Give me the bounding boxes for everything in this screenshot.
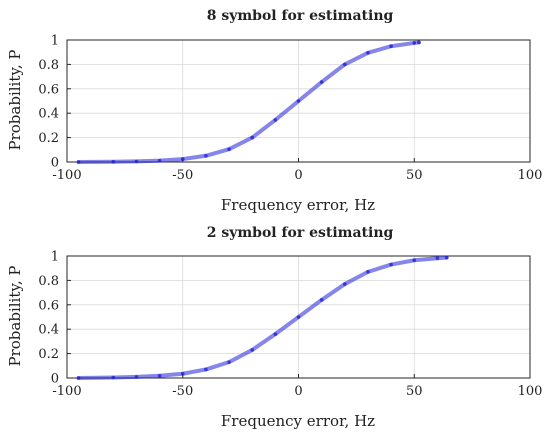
data-point: [157, 374, 162, 378]
data-point: [412, 41, 417, 45]
y-tick-label: 1: [51, 250, 59, 265]
x-axis-label: Frequency error, Hz: [221, 412, 375, 430]
data-point: [227, 360, 231, 364]
data-point: [273, 118, 278, 122]
data-point: [444, 255, 449, 260]
data-point: [319, 80, 324, 84]
data-point: [389, 262, 393, 267]
y-tick-label: 0: [51, 372, 59, 387]
y-tick-label: 0.6: [38, 298, 59, 313]
y-axis-label: Probability, P: [6, 50, 24, 151]
x-tick-label: -50: [172, 384, 193, 399]
top-chart-panel: 8 symbol for estimating Frequency error,…: [6, 8, 542, 214]
data-point: [76, 160, 81, 164]
y-tick-label: 1: [51, 34, 59, 49]
data-point: [417, 40, 421, 45]
x-tick-label: 0: [294, 168, 302, 183]
x-tick-label: 100: [518, 384, 543, 399]
y-tick-label: 0.8: [38, 58, 59, 73]
axes-box: [66, 39, 531, 163]
data-point: [227, 147, 231, 151]
data-point: [111, 375, 116, 380]
chart-title: 8 symbol for estimating: [207, 8, 394, 24]
axes-box: [66, 255, 531, 379]
data-point: [204, 153, 208, 158]
series-line: [76, 40, 421, 164]
data-point: [250, 135, 254, 140]
x-axis-label: Frequency error, Hz: [221, 196, 375, 214]
x-tick-label: 50: [406, 384, 423, 399]
x-tick-label: 50: [406, 168, 423, 183]
data-point: [296, 315, 301, 319]
x-tick-label: 100: [518, 168, 543, 183]
data-point: [180, 157, 185, 161]
y-axis-label: Probability, P: [6, 266, 24, 367]
data-point: [296, 99, 301, 103]
data-point: [204, 367, 208, 372]
data-point: [111, 159, 116, 164]
data-point: [319, 298, 324, 302]
data-point: [389, 44, 393, 49]
y-tick-label: 0.2: [38, 347, 59, 362]
data-point: [134, 159, 139, 164]
y-tick-label: 0: [51, 156, 59, 171]
data-point: [250, 348, 254, 352]
x-tick-label: -50: [172, 168, 193, 183]
data-point: [134, 375, 139, 379]
data-point: [435, 256, 440, 260]
bottom-chart-panel: 2 symbol for estimating Frequency error,…: [6, 225, 542, 430]
y-tick-label: 0.8: [38, 274, 59, 289]
y-tick-label: 0.2: [38, 131, 59, 146]
data-point: [76, 376, 81, 380]
data-point: [343, 62, 347, 67]
y-tick-label: 0.6: [38, 82, 59, 97]
data-point: [180, 371, 185, 376]
x-tick-label: 0: [294, 384, 302, 399]
data-point: [273, 332, 278, 336]
y-tick-label: 0.4: [38, 323, 59, 338]
x-tick-label: -100: [52, 168, 81, 183]
data-point: [343, 282, 347, 286]
y-tick-label: 0.4: [38, 107, 59, 122]
data-point: [412, 258, 417, 263]
data-point: [366, 270, 370, 274]
x-tick-label: -100: [52, 384, 81, 399]
data-point: [366, 51, 370, 55]
chart-title: 2 symbol for estimating: [207, 225, 394, 241]
data-point: [157, 158, 162, 163]
